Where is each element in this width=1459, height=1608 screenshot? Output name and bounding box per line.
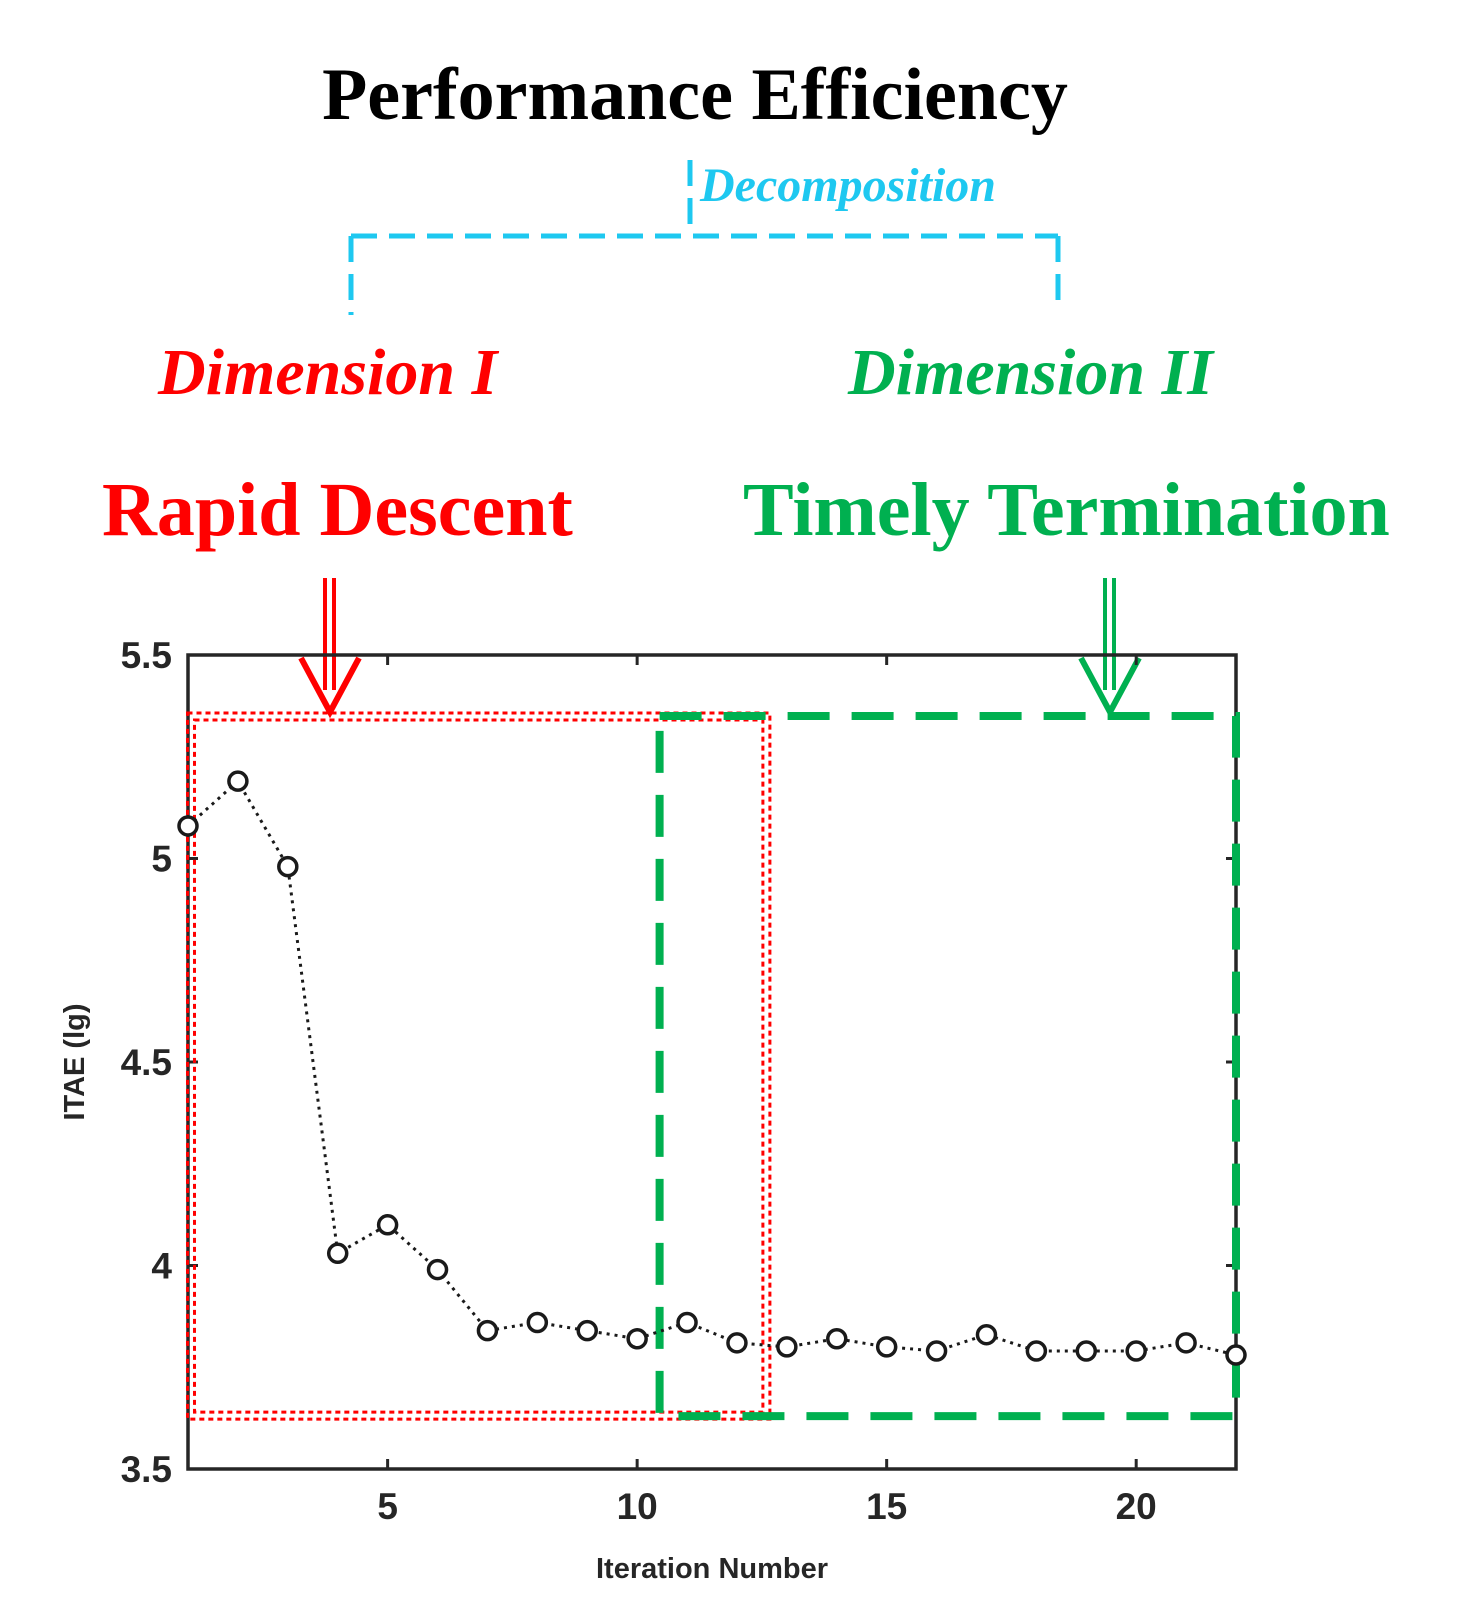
- data-point: [1075, 1340, 1098, 1362]
- data-point: [975, 1323, 998, 1346]
- data-point: [826, 1328, 848, 1350]
- data-point: [1175, 1332, 1197, 1354]
- itae-series-points: [177, 770, 1247, 1366]
- data-point: [277, 855, 299, 878]
- highlight-regions: [185, 711, 1240, 1421]
- decomposition-bracket: [348, 160, 1061, 315]
- data-point: [526, 1311, 549, 1334]
- y-axis-label: ITAE (lg): [59, 1003, 91, 1120]
- data-point: [227, 770, 249, 792]
- data-point: [376, 1214, 399, 1236]
- data-point: [925, 1340, 948, 1362]
- x-tick-label: 15: [866, 1486, 907, 1527]
- y-tick-label: 4.5: [121, 1042, 172, 1083]
- x-axis-label: Iteration Number: [596, 1553, 828, 1585]
- dimension-2-label: Dimension II: [848, 336, 1213, 409]
- data-point: [1025, 1340, 1048, 1362]
- x-tick-label: 5: [377, 1486, 398, 1527]
- dimension-1-label: Dimension I: [158, 336, 498, 409]
- y-tick-label: 4: [151, 1246, 172, 1287]
- figure-title: Performance Efficiency: [322, 54, 1068, 136]
- data-point: [676, 1311, 698, 1334]
- timely-termination-heading: Timely Termination: [743, 468, 1390, 552]
- data-point: [476, 1319, 499, 1342]
- y-tick-label: 5.5: [121, 635, 172, 676]
- rapid-descent-arrow: [298, 578, 362, 719]
- rapid-descent-heading: Rapid Descent: [102, 468, 573, 552]
- rapid-descent-region: [185, 711, 772, 1421]
- decomposition-label: Decomposition: [700, 159, 996, 212]
- data-point: [177, 815, 199, 837]
- data-point: [776, 1336, 798, 1358]
- y-tick-label: 3.5: [121, 1449, 172, 1490]
- timely-termination-arrow: [1078, 578, 1142, 719]
- data-point: [426, 1258, 449, 1281]
- x-tick-label: 10: [617, 1486, 658, 1527]
- timely-termination-region: [655, 712, 1240, 1421]
- itae-series-line: [186, 778, 1237, 1357]
- x-tick-label: 20: [1116, 1486, 1157, 1527]
- data-point: [326, 1242, 349, 1265]
- data-point: [626, 1328, 648, 1350]
- data-point: [726, 1332, 748, 1354]
- data-point: [1125, 1340, 1147, 1362]
- y-tick-label: 5: [151, 839, 172, 880]
- axis-ticks: 3.5 4 4.5 5 5.5 5 10 15 20: [121, 635, 1236, 1527]
- rapid-descent-region: [192, 718, 765, 1414]
- data-point: [1225, 1344, 1247, 1366]
- data-point: [576, 1319, 598, 1342]
- data-point: [875, 1336, 898, 1358]
